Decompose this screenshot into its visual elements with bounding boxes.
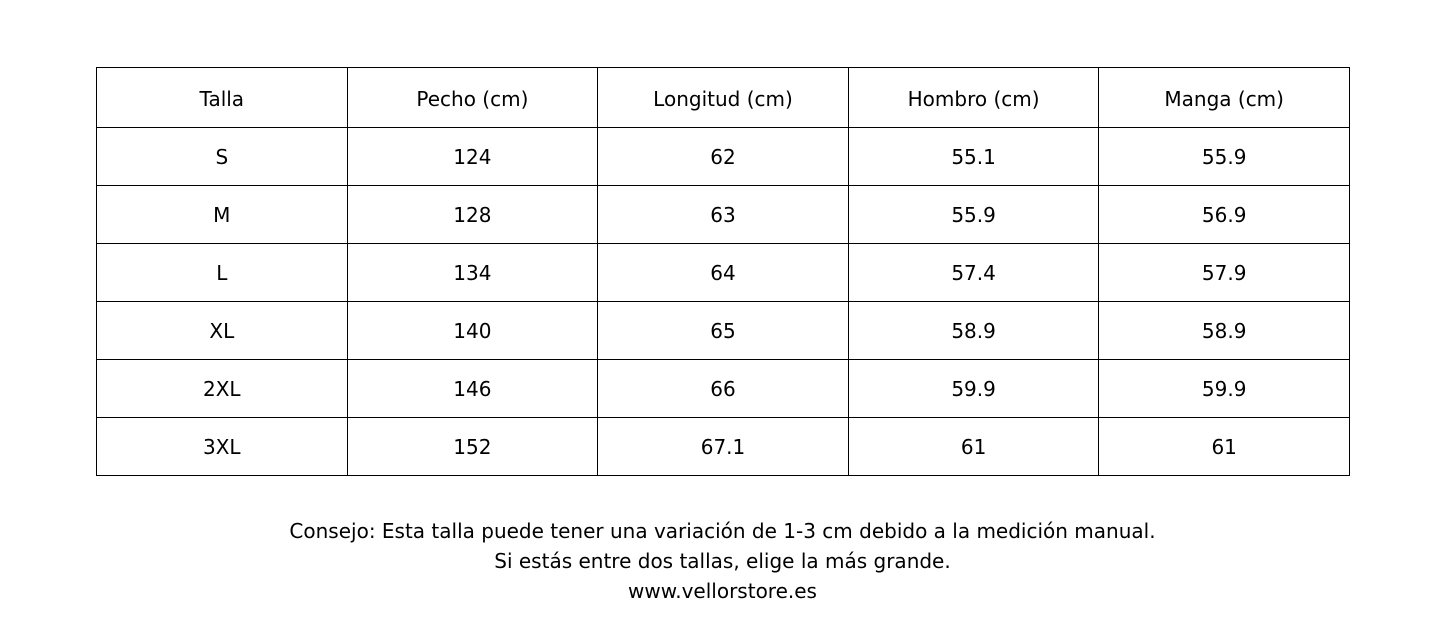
size-cell: S — [96, 127, 348, 186]
measurement-cell: 55.9 — [847, 185, 1100, 244]
measurement-cell: 55.9 — [1098, 127, 1350, 186]
table-row: 2XL 146 66 59.9 59.9 — [96, 359, 1350, 418]
column-header: Manga (cm) — [1098, 67, 1350, 128]
size-cell: L — [96, 243, 348, 302]
measurement-cell: 59.9 — [1098, 359, 1350, 418]
column-header: Longitud (cm) — [597, 67, 849, 128]
measurement-cell: 65 — [597, 301, 849, 360]
measurement-cell: 56.9 — [1098, 185, 1350, 244]
measurement-cell: 67.1 — [597, 417, 849, 476]
table-row: S 124 62 55.1 55.9 — [96, 127, 1350, 186]
measurement-cell: 64 — [597, 243, 849, 302]
measurement-cell: 62 — [597, 127, 849, 186]
advice-text: Si estás entre dos tallas, elige la más … — [494, 549, 951, 573]
table-row: M 128 63 55.9 56.9 — [96, 185, 1350, 244]
size-cell: 3XL — [96, 417, 348, 476]
measurement-cell: 59.9 — [847, 359, 1100, 418]
column-header: Talla — [96, 67, 348, 128]
table-row: XL 140 65 58.9 58.9 — [96, 301, 1350, 360]
website-link[interactable]: www.vellorstore.es — [628, 579, 817, 603]
measurement-cell: 152 — [346, 417, 599, 476]
tip-text: Consejo: Esta talla puede tener una vari… — [289, 519, 1156, 543]
measurement-cell: 140 — [346, 301, 599, 360]
measurement-cell: 128 — [346, 185, 599, 244]
measurement-cell: 57.9 — [1098, 243, 1350, 302]
measurement-cell: 61 — [847, 417, 1100, 476]
size-cell: M — [96, 185, 348, 244]
measurement-cell: 146 — [346, 359, 599, 418]
table-row: 3XL 152 67.1 61 61 — [96, 417, 1350, 476]
measurement-cell: 63 — [597, 185, 849, 244]
header-row: Talla Pecho (cm) Longitud (cm) Hombro (cm) M… — [96, 67, 1350, 128]
measurement-cell: 58.9 — [847, 301, 1100, 360]
column-header: Hombro (cm) — [847, 67, 1100, 128]
measurement-cell: 58.9 — [1098, 301, 1350, 360]
measurement-cell: 57.4 — [847, 243, 1100, 302]
measurement-cell: 124 — [346, 127, 599, 186]
measurement-cell: 134 — [346, 243, 599, 302]
measurement-cell: 66 — [597, 359, 849, 418]
measurement-cell: 55.1 — [847, 127, 1100, 186]
size-chart-table: Talla Pecho (cm) Longitud (cm) Hombro (cm) M… — [96, 67, 1350, 476]
size-cell: 2XL — [96, 359, 348, 418]
column-header: Pecho (cm) — [346, 67, 599, 128]
measurement-cell: 61 — [1098, 417, 1350, 476]
size-cell: XL — [96, 301, 348, 360]
table-row: L 134 64 57.4 57.9 — [96, 243, 1350, 302]
